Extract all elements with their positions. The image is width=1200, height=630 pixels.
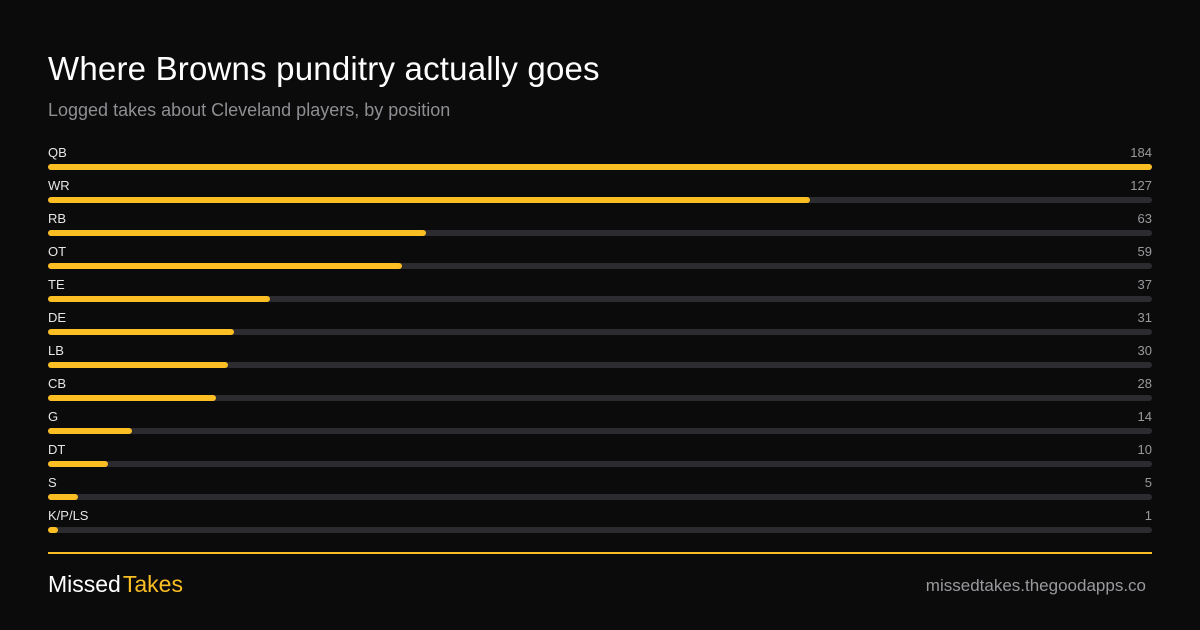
bar-track	[48, 395, 1152, 401]
brand-word-takes: Takes	[122, 571, 183, 597]
chart-subtitle: Logged takes about Cleveland players, by…	[48, 100, 451, 120]
bar-value: 184	[1130, 145, 1152, 160]
bar-track	[48, 461, 1152, 467]
bar-label: DT	[48, 442, 66, 457]
footer-divider	[48, 552, 1152, 554]
bar	[48, 230, 426, 236]
site-url: missedtakes.thegoodapps.co	[925, 576, 1146, 595]
bar-track	[48, 164, 1152, 170]
bar-row: WR 127	[48, 175, 1152, 208]
bar-value: 28	[1137, 376, 1152, 391]
bar-row: LB 30	[48, 340, 1152, 373]
bar-row: CB 28	[48, 373, 1152, 406]
bar-value: 63	[1137, 211, 1152, 226]
bar-value: 5	[1144, 475, 1152, 490]
brand-word-missed: Missed	[48, 571, 121, 597]
bar-value: 31	[1137, 310, 1152, 325]
bar-value: 10	[1137, 442, 1152, 457]
bar-row: RB 63	[48, 208, 1152, 241]
bar-label: DE	[48, 310, 67, 325]
bar-label: RB	[48, 211, 67, 226]
bar-row: QB 184	[48, 142, 1152, 175]
bar	[48, 296, 270, 302]
bar-value: 127	[1130, 178, 1152, 193]
bar-label: WR	[48, 178, 70, 193]
bar	[48, 527, 58, 533]
chart-title: Where Browns punditry actually goes	[48, 50, 600, 87]
brand-logo: MissedTakes	[48, 571, 183, 598]
bar-row: DE 31	[48, 307, 1152, 340]
bar-row: OT 59	[48, 241, 1152, 274]
bar-track	[48, 527, 1152, 533]
bar-track	[48, 230, 1152, 236]
bar	[48, 461, 108, 467]
bar	[48, 428, 132, 434]
bar-value: 14	[1137, 409, 1152, 424]
bar-value: 59	[1137, 244, 1152, 259]
bar-value: 30	[1137, 343, 1152, 358]
bar-label: G	[48, 409, 59, 424]
bar-track	[48, 197, 1152, 203]
bar-chart: QB 184 WR 127 RB 63 OT 59 TE 37 DE 31 LB 30 CB 28 G 14 DT 1…	[48, 142, 1152, 538]
bar-value: 37	[1137, 277, 1152, 292]
bar-label: TE	[48, 277, 65, 292]
bar-row: TE 37	[48, 274, 1152, 307]
bar	[48, 494, 78, 500]
bar-row: K/P/LS 1	[48, 505, 1152, 538]
bar-track	[48, 329, 1152, 335]
bar-label: CB	[48, 376, 67, 391]
bar	[48, 395, 216, 401]
bar-track	[48, 263, 1152, 269]
bar-row: G 14	[48, 406, 1152, 439]
bar-track	[48, 494, 1152, 500]
bar-track	[48, 296, 1152, 302]
bar-track	[48, 428, 1152, 434]
bar	[48, 164, 1152, 170]
bar	[48, 263, 402, 269]
bar	[48, 362, 228, 368]
bar	[48, 197, 810, 203]
bar-value: 1	[1144, 508, 1152, 523]
bar-track	[48, 362, 1152, 368]
bar-label: OT	[48, 244, 67, 259]
bar-row: DT 10	[48, 439, 1152, 472]
bar-label: LB	[48, 343, 64, 358]
bar-label: S	[48, 475, 57, 490]
bar-label: K/P/LS	[48, 508, 89, 523]
bar	[48, 329, 234, 335]
bar-label: QB	[48, 145, 67, 160]
